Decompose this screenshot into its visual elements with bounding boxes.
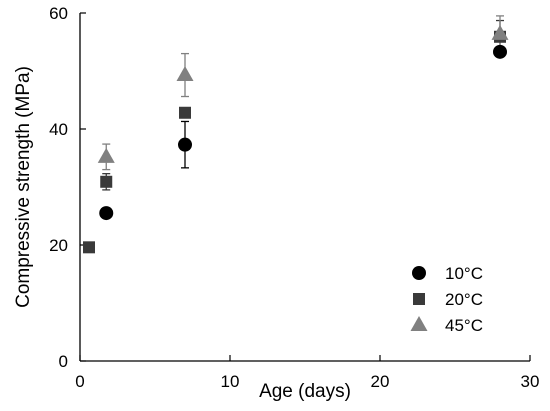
legend-label-20-c: 20°C [445,290,483,309]
data-point-10-c [178,137,192,152]
legend-marker-45-c [410,316,428,331]
legend-marker-20-c [413,293,425,305]
legend-label-10-c: 10°C [445,264,483,283]
error-bars [85,15,504,250]
data-point-20-c [179,106,191,119]
y-tick-label-0: 0 [59,352,68,371]
data-points [83,24,509,254]
data-point-45-c [491,24,509,40]
x-tick-label-20: 20 [371,372,390,391]
y-tick-label-60: 60 [49,4,68,23]
data-point-10-c [493,44,507,59]
x-tick-label-30: 30 [521,372,540,391]
data-point-20-c [83,241,95,254]
x-tick-label-10: 10 [221,372,240,391]
legend-label-45-c: 45°C [445,316,483,335]
x-tick-label-0: 0 [75,372,84,391]
axes [79,13,530,362]
legend-marker-10-c [412,266,426,280]
data-point-45-c [176,66,194,82]
data-point-20-c [100,175,113,188]
y-tick-label-40: 40 [49,120,68,139]
axis-ticks: 0 10 20 30 0 20 40 60 [49,4,539,391]
data-point-45-c [97,147,115,163]
x-axis-title: Age (days) [259,381,351,402]
data-point-10-c [99,206,114,221]
y-tick-label-20: 20 [49,236,68,255]
legend: 10°C 20°C 45°C [410,264,483,335]
y-axis-title: Compressive strength (MPa) [13,66,34,308]
